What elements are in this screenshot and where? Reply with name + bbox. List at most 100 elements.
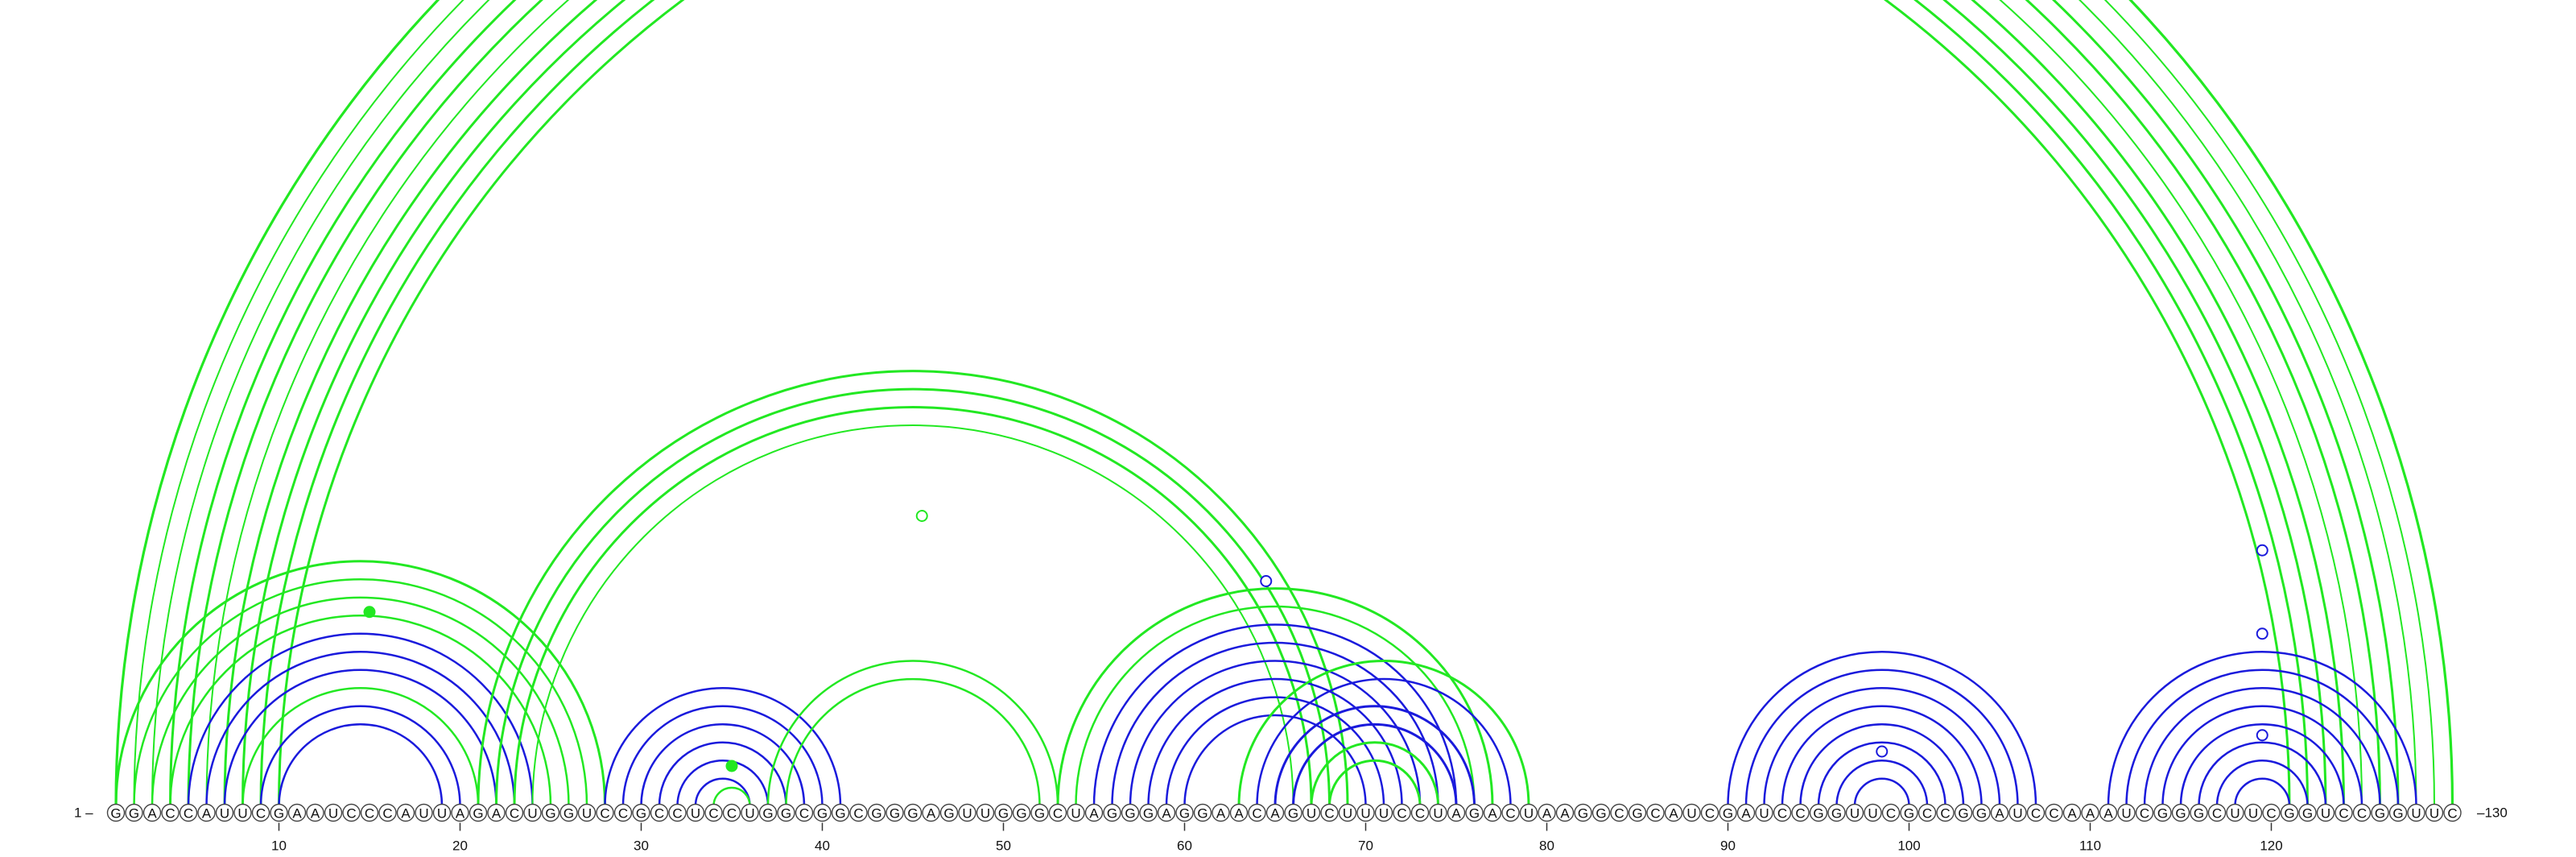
arc-113-126 [2143, 687, 2381, 806]
nucleotide-55: A [1084, 803, 1104, 822]
svg-text:C: C [2357, 806, 2367, 822]
svg-text:C: C [365, 806, 374, 822]
nucleotide-4: C [161, 803, 180, 822]
nucleotide-27: U [577, 803, 597, 822]
nucleotide-76: G [1465, 803, 1484, 822]
arc-2-27 [133, 578, 588, 806]
nucleotide-72: C [1393, 803, 1411, 822]
svg-text:G: G [564, 806, 574, 822]
svg-text:G: G [1831, 806, 1842, 822]
svg-text:A: A [147, 806, 157, 822]
tick-label-50: 50 [996, 838, 1011, 854]
arc-65-76 [1274, 705, 1476, 806]
nucleotide-78: C [1501, 803, 1520, 822]
svg-text:U: U [962, 806, 972, 822]
svg-text:C: C [799, 806, 809, 822]
tick-label-90: 90 [1720, 838, 1736, 854]
nucleotide-47: G [939, 803, 959, 822]
svg-text:U: U [691, 806, 700, 822]
nucleotide-65: A [1265, 803, 1285, 822]
svg-text:G: G [1976, 806, 1987, 822]
arc-33-36 [694, 777, 751, 806]
arc-117-122 [2215, 760, 2309, 806]
nucleotide-34: C [704, 803, 723, 822]
tick-label-110: 110 [2079, 838, 2101, 854]
svg-text:U: U [745, 806, 754, 822]
svg-text:G: G [998, 806, 1009, 822]
svg-text:G: G [1143, 806, 1154, 822]
svg-text:G: G [1578, 806, 1588, 822]
markers-layer [363, 510, 2268, 772]
svg-text:C: C [1795, 806, 1805, 822]
arc-1-28 [114, 560, 606, 806]
svg-text:U: U [1307, 806, 1316, 822]
svg-text:C: C [853, 806, 863, 822]
arc-1-130 [114, 0, 2454, 806]
nucleotide-117: C [2207, 803, 2227, 822]
svg-text:C: C [382, 806, 392, 822]
nucleotide-129: U [2425, 803, 2444, 822]
nucleotide-97: U [1845, 803, 1864, 822]
nucleotide-109: A [2062, 803, 2082, 822]
nucleotide-77: A [1483, 803, 1502, 822]
arc-22-68 [495, 387, 1331, 806]
tick-label-120: 120 [2260, 838, 2282, 854]
nucleotide-11: A [287, 803, 307, 822]
nucleotide-93: C [1773, 803, 1792, 822]
nucleotide-103: G [1954, 803, 1973, 822]
svg-text:U: U [2321, 806, 2330, 822]
svg-text:G: G [110, 806, 121, 822]
arc-53-77 [1056, 587, 1494, 806]
arc-111-128 [2107, 651, 2417, 806]
svg-text:C: C [2031, 806, 2041, 822]
nucleotide-14: C [342, 803, 361, 822]
nucleotide-56: G [1103, 803, 1121, 822]
nucleotide-25: G [541, 803, 560, 822]
arc-37-53 [766, 660, 1059, 806]
arc-63-79 [1237, 660, 1530, 806]
nucleotide-35: C [722, 803, 741, 822]
svg-text:A: A [1451, 806, 1461, 822]
svg-text:G: G [871, 806, 881, 822]
nucleotide-98: U [1864, 803, 1882, 822]
svg-text:A: A [1669, 806, 1678, 822]
arc-38-52 [785, 677, 1041, 806]
nucleotide-59: A [1157, 803, 1176, 822]
svg-text:C: C [165, 806, 175, 822]
svg-text:C: C [708, 806, 718, 822]
nucleotide-38: G [777, 803, 795, 822]
svg-text:U: U [2429, 806, 2439, 822]
nucleotide-69: U [1338, 803, 1357, 822]
svg-text:A: A [1216, 806, 1226, 822]
arc-23-67 [513, 406, 1313, 806]
nucleotide-115: G [2171, 803, 2190, 822]
nucleotide-10: G [270, 803, 288, 822]
nucleotide-30: G [632, 803, 650, 822]
nucleotide-68: C [1320, 803, 1339, 822]
arc-97-100 [1853, 777, 1910, 806]
svg-text:C: C [184, 806, 193, 822]
svg-text:U: U [1868, 806, 1877, 822]
nucleotide-22: A [487, 803, 506, 822]
svg-text:U: U [980, 806, 990, 822]
nucleotide-33: U [686, 803, 705, 822]
nucleotide-108: C [2045, 803, 2063, 822]
nucleotide-96: G [1827, 803, 1846, 822]
nucleotide-39: C [795, 803, 814, 822]
arc-8-123 [242, 0, 2327, 806]
nucleotide-54: U [1067, 803, 1085, 822]
nucleotide-51: G [1012, 803, 1031, 822]
svg-text:C: C [2212, 806, 2222, 822]
svg-text:G: G [2375, 806, 2385, 822]
svg-text:U: U [1686, 806, 1696, 822]
nucleotide-12: A [306, 803, 324, 822]
nucleotide-86: C [1646, 803, 1665, 822]
nucleotide-37: G [758, 803, 778, 822]
nucleotide-8: U [233, 803, 252, 822]
nucleotide-112: U [2117, 803, 2136, 822]
svg-text:C: C [1053, 806, 1063, 822]
svg-text:G: G [1469, 806, 1480, 822]
nucleotide-24: U [523, 803, 542, 822]
svg-text:A: A [1089, 806, 1099, 822]
arc-10-19 [278, 723, 444, 806]
